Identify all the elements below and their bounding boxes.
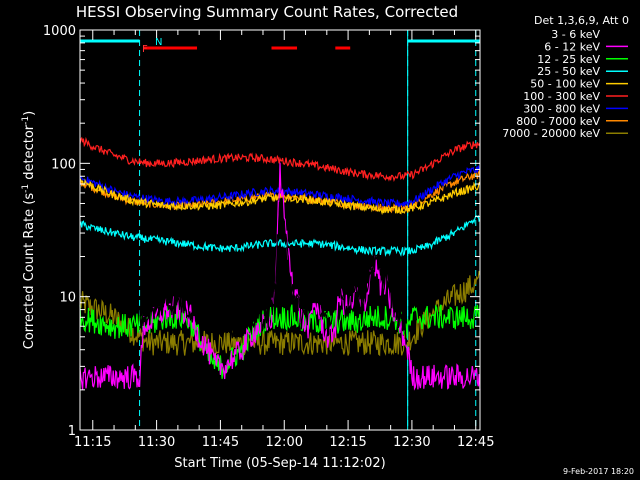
legend-header: Det 1,3,6,9, Att 0 [534,14,629,27]
legend-label-2: 12 - 25 keV [537,53,600,66]
series-line-3-6-kev [139,198,409,345]
plot-content [79,30,481,430]
series-line-25-50-kev [79,215,481,258]
legend-label-1: 6 - 12 keV [544,40,600,53]
series-line-6-12-kev [79,162,481,391]
series-line-7000-20000-kev [79,270,481,357]
series-line-12-25-kev [79,304,481,379]
x-tick-label-2: 11:45 [202,435,239,450]
x-tick-label-0: 11:15 [74,435,111,450]
y-axis-ticks: 1 10 100 1000 [43,24,480,439]
flare-flag-label: F [142,44,148,55]
x-tick-label-1: 11:30 [138,435,175,450]
y-axis-label-main: Corrected Count Rate (s [22,193,37,350]
legend-label-8: 7000 - 20000 keV [502,127,600,140]
x-tick-label-6: 12:45 [457,435,494,450]
y-axis-label-sup1: -1 [21,184,31,193]
x-axis-label: Start Time (05-Sep-14 11:12:02) [174,456,385,471]
y-tick-label-2: 100 [51,157,76,172]
y-axis-label: Corrected Count Rate (s-1 detector-1) [21,111,37,349]
y-axis-label-end: ) [22,111,37,116]
legend-label-6: 300 - 800 keV [523,102,600,115]
y-tick-label-0: 1 [68,424,76,439]
footer-date: 9-Feb-2017 18:20 [563,467,634,476]
y-axis-label-mid: detector [22,124,37,184]
legend-label-4: 50 - 100 keV [530,78,600,91]
y-tick-label-3: 1000 [43,24,76,39]
y-axis-label-sup2: -1 [21,116,31,125]
night-flag-label: N [155,37,162,48]
series-line-100-300-kev [79,136,481,183]
plot-frame [79,29,481,431]
x-tick-label-4: 12:15 [329,435,366,450]
x-tick-label-3: 12:00 [266,435,303,450]
y-tick-label-1: 10 [59,291,76,306]
x-axis-ticks: 11:15 11:30 11:45 12:00 12:15 12:30 12:45 [74,30,494,450]
chart-title: HESSI Observing Summary Count Rates, Cor… [76,3,458,21]
legend-label-7: 800 - 7000 keV [516,115,600,128]
legend-label-5: 100 - 300 keV [523,90,600,103]
x-tick-label-5: 12:30 [393,435,430,450]
legend-label-0: 3 - 6 keV [551,28,600,41]
legend-label-3: 25 - 50 keV [537,65,600,78]
series-line-50-100-kev [79,178,481,216]
